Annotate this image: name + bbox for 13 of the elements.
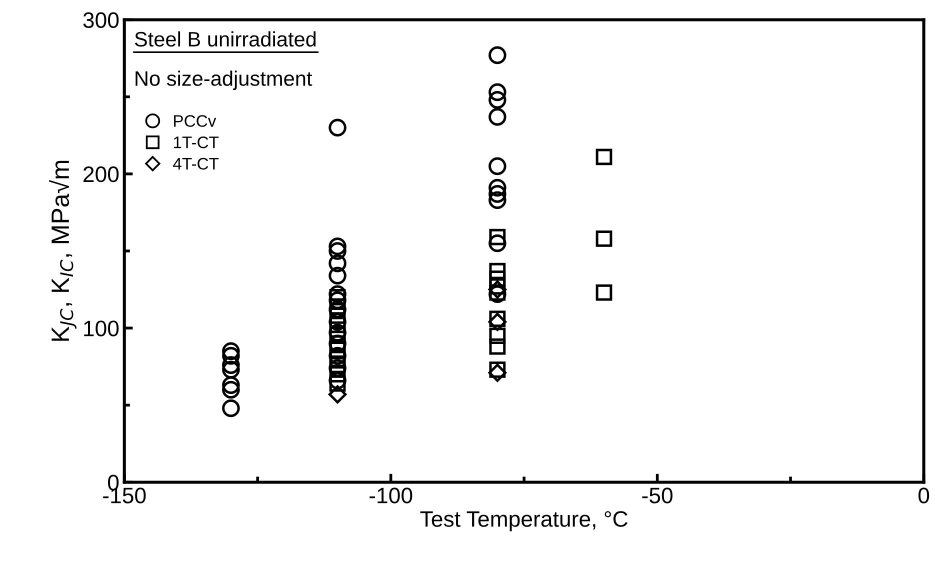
x-tick-label: -50 [642,488,672,504]
y-tick-label: 100 [84,320,119,336]
legend-label: PCCv [174,115,216,127]
annotation: No size-adjustment [136,70,312,90]
y-tick-label: 200 [84,166,119,182]
legend-label: 4T-CT [173,158,219,170]
y-axis-title: K$_{JC}$, K$_{IC}$, MPa√m [49,160,76,341]
x-tick-label: 0 [918,488,930,504]
legend-label: 1T-CT [174,136,219,148]
y-tick-label: 300 [83,12,119,28]
x-axis-title: Test Temperature, °C [420,511,628,532]
annotation: Steel B unirradiated [134,31,316,47]
x-tick-label: -100 [370,488,412,504]
